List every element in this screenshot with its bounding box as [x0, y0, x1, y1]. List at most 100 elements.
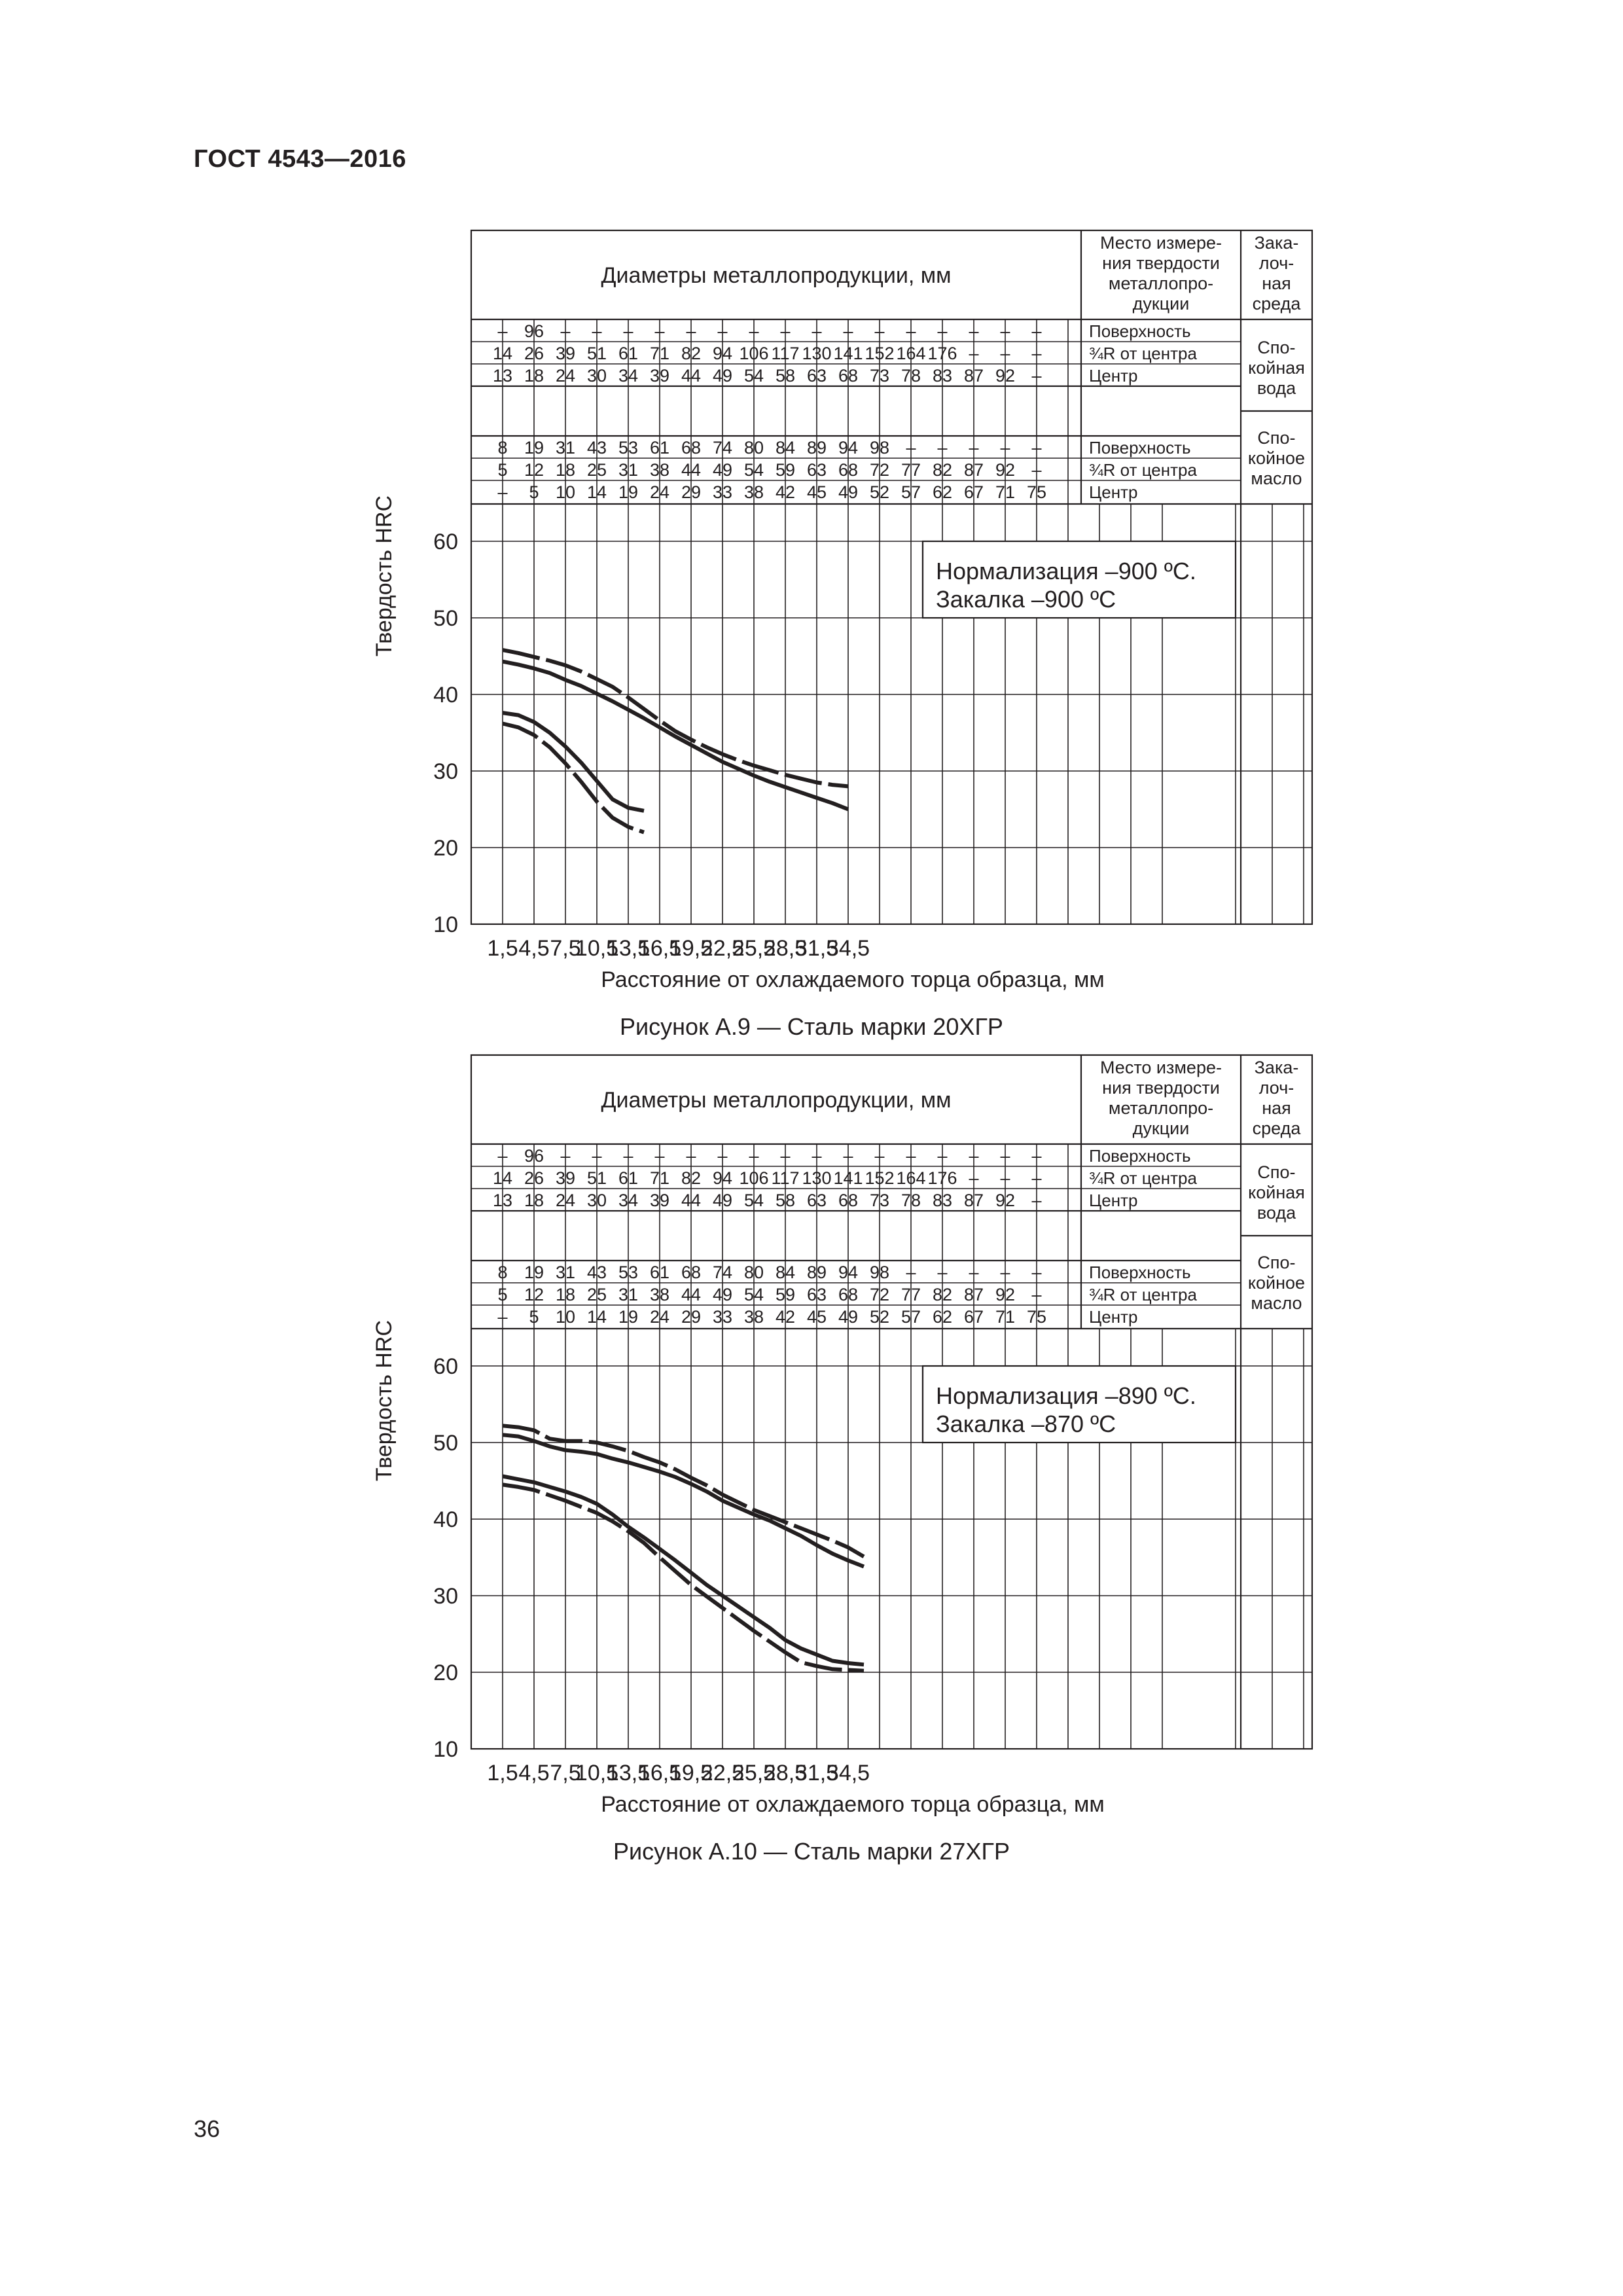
- diameter-value: –: [969, 344, 978, 363]
- figure-a10-caption: Рисунок А.10 — Сталь марки 27ХГР: [613, 1838, 1010, 1865]
- diameter-value: 71: [650, 1168, 669, 1188]
- y-tick-label: 40: [433, 1507, 458, 1532]
- x-tick-label: 28,5: [764, 936, 807, 961]
- diameter-value: 92: [995, 1285, 1015, 1304]
- diameter-value: 59: [776, 1285, 795, 1304]
- diameters-title: Диаметры металлопродукции, мм: [601, 1088, 952, 1113]
- diameter-value: 53: [618, 1263, 638, 1282]
- diameter-value: 26: [524, 1168, 544, 1188]
- y-tick-label: 60: [433, 529, 458, 554]
- diameter-value: 33: [713, 482, 732, 502]
- place-three-quarter: ¾R от центра: [1089, 1285, 1197, 1304]
- diameter-value: –: [1031, 1285, 1041, 1304]
- y-tick-label: 10: [433, 1737, 458, 1762]
- diameter-value: –: [812, 1146, 821, 1166]
- diameter-value: 117: [771, 344, 799, 363]
- diameter-value: 80: [744, 438, 764, 457]
- x-tick-label: 31,5: [795, 936, 838, 961]
- diameter-value: 80: [744, 1263, 764, 1282]
- x-tick-label: 16,5: [638, 936, 681, 961]
- diameter-value: 94: [838, 438, 858, 457]
- y-tick-label: 20: [433, 836, 458, 861]
- diameter-value: 82: [933, 1285, 952, 1304]
- diameter-value: 67: [964, 482, 984, 502]
- y-tick-label: 30: [433, 1584, 458, 1609]
- diameter-value: 92: [995, 1191, 1015, 1210]
- dashed-curve-4: [502, 721, 645, 834]
- diameter-value: 19: [524, 438, 544, 457]
- water-label-line: Спо-: [1257, 1162, 1295, 1182]
- diameter-value: 73: [870, 366, 889, 386]
- diameter-value: 106: [739, 344, 768, 363]
- diameter-value: 49: [713, 460, 732, 480]
- diameter-value: 8: [497, 1263, 507, 1282]
- diameter-value: –: [654, 321, 664, 341]
- y-tick-label: 40: [433, 683, 458, 708]
- diameter-value: 19: [618, 482, 638, 502]
- place-header-line: дукции: [1133, 1119, 1190, 1138]
- dashed-curve-1: [502, 1424, 865, 1558]
- dashed-curve-4: [502, 1482, 865, 1673]
- medium-header-line: среда: [1253, 294, 1302, 314]
- medium-header-line: лоч-: [1259, 1078, 1294, 1098]
- diameter-value: 57: [901, 1307, 921, 1327]
- diameter-value: –: [717, 1146, 727, 1166]
- diameter-value: –: [906, 1263, 916, 1282]
- place-center: Центр: [1089, 1307, 1137, 1327]
- x-tick-label: 4,5: [518, 1761, 549, 1785]
- water-label-line: вода: [1257, 1203, 1296, 1223]
- diameter-value: 68: [838, 1191, 858, 1210]
- diameters-title: Диаметры металлопродукции, мм: [601, 263, 952, 288]
- diameter-value: 44: [681, 1191, 701, 1210]
- diameter-value: 68: [681, 1263, 701, 1282]
- place-header-line: Место измере-: [1100, 233, 1222, 253]
- diameter-value: 33: [713, 1307, 732, 1327]
- diameter-value: 54: [744, 1285, 764, 1304]
- diameter-value: –: [969, 1263, 978, 1282]
- y-tick-label: 30: [433, 759, 458, 784]
- diameter-value: –: [1031, 1191, 1041, 1210]
- diameter-value: –: [969, 1168, 978, 1188]
- chart-frame: [470, 229, 1313, 925]
- diameter-value: 34: [618, 366, 638, 386]
- diameter-value: –: [749, 321, 758, 341]
- place-surface: Поверхность: [1089, 1146, 1191, 1166]
- place-header-line: ния твердости: [1102, 1078, 1220, 1098]
- diameter-value: 141: [833, 1168, 863, 1188]
- diameter-value: –: [1000, 1263, 1010, 1282]
- chart-frame: [470, 1054, 1313, 1750]
- diameter-value: –: [654, 1146, 664, 1166]
- medium-header-line: ная: [1262, 1098, 1291, 1118]
- diameter-value: –: [686, 1146, 696, 1166]
- diameter-value: –: [497, 321, 507, 341]
- diameter-value: 49: [713, 1191, 732, 1210]
- diameter-value: –: [497, 482, 507, 502]
- diameter-value: 61: [618, 1168, 638, 1188]
- diameter-value: 19: [524, 1263, 544, 1282]
- diameter-value: 63: [807, 1285, 827, 1304]
- diameter-value: –: [780, 321, 790, 341]
- diameter-value: –: [749, 1146, 758, 1166]
- place-three-quarter: ¾R от центра: [1089, 460, 1197, 480]
- diameter-value: 8: [497, 438, 507, 457]
- x-tick-label: 31,5: [795, 1761, 838, 1785]
- diameter-value: 5: [497, 1285, 507, 1304]
- y-tick-label: 60: [433, 1354, 458, 1379]
- diameter-value: 62: [933, 1307, 952, 1327]
- diameter-value: 57: [901, 482, 921, 502]
- place-center: Центр: [1089, 1191, 1137, 1210]
- diameter-value: 63: [807, 460, 827, 480]
- diameter-value: 68: [838, 460, 858, 480]
- oil-label-line: койное: [1248, 448, 1305, 468]
- diameter-value: 87: [964, 1285, 984, 1304]
- diameter-value: 45: [807, 1307, 827, 1327]
- oil-label-line: масло: [1251, 469, 1302, 488]
- diameter-value: 74: [713, 438, 732, 457]
- diameter-value: –: [1000, 1146, 1010, 1166]
- x-tick-label: 19,5: [669, 936, 713, 961]
- diameter-value: –: [1031, 321, 1041, 341]
- diameter-value: –: [717, 321, 727, 341]
- diameter-value: 38: [744, 482, 764, 502]
- y-axis-label: Твердость HRC: [372, 1320, 397, 1481]
- diameter-value: 52: [870, 482, 889, 502]
